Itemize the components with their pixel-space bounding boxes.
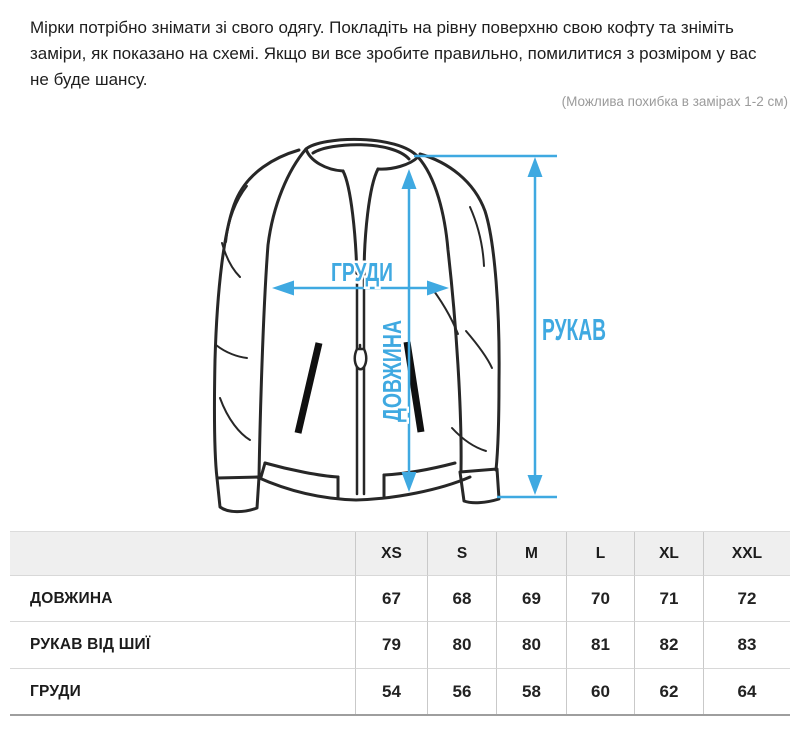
row-label-chest: ГРУДИ xyxy=(10,668,355,714)
row-label-length: ДОВЖИНА xyxy=(10,575,355,621)
jacket-measurement-diagram: ГРУДИ ДОВЖИНА РУКАВ xyxy=(212,137,609,514)
size-value: 79 xyxy=(355,621,427,668)
sleeve-arrowhead-top xyxy=(527,157,543,177)
zipper-pull xyxy=(353,343,368,371)
intro-paragraph: Мірки потрібно знімати зі свого одягу. П… xyxy=(30,18,757,89)
size-value: 80 xyxy=(427,621,496,668)
size-value: 58 xyxy=(496,668,566,714)
sleeve-arrowhead-bottom xyxy=(527,475,543,495)
collar-base-right xyxy=(376,155,420,171)
pocket-slit-left xyxy=(294,342,323,434)
neck-v-left xyxy=(341,169,359,280)
size-table-corner-cell xyxy=(10,532,355,575)
cuff-left xyxy=(215,475,261,514)
collar-inner xyxy=(311,143,411,161)
size-value: 67 xyxy=(355,575,427,621)
size-value: 81 xyxy=(566,621,634,668)
size-value: 83 xyxy=(703,621,790,668)
collar-base-left xyxy=(304,147,345,173)
chest-arrowhead-right xyxy=(427,280,449,296)
accuracy-note: (Можлива похибка в замірах 1-2 см) xyxy=(561,94,788,109)
raglan-sleeve-right xyxy=(416,155,463,472)
hem-top-left xyxy=(263,461,340,479)
collar-outer xyxy=(304,137,420,159)
row-label-sleeve-from-neck: РУКАВ ВІД ШИЇ xyxy=(10,621,355,668)
size-value: 71 xyxy=(634,575,703,621)
column-header-l: L xyxy=(566,532,634,575)
column-header-xs: XS xyxy=(355,532,427,575)
neck-v-right xyxy=(362,167,380,280)
shoulder-sleeve-left xyxy=(212,148,301,480)
shoulder-sleeve-right xyxy=(418,152,501,472)
cuff-right xyxy=(458,467,501,505)
hem-left-edge xyxy=(259,461,267,479)
size-table: XS S M L XL XXL ДОВЖИНА 67 68 69 70 71 7… xyxy=(10,531,790,716)
length-label: ДОВЖИНА xyxy=(377,320,407,422)
hem-top-right xyxy=(382,461,457,477)
raglan-sleeve-left xyxy=(257,147,308,479)
column-header-xxl: XXL xyxy=(703,532,790,575)
size-value: 54 xyxy=(355,668,427,714)
size-value: 56 xyxy=(427,668,496,714)
size-value: 80 xyxy=(496,621,566,668)
column-header-s: S xyxy=(427,532,496,575)
chest-arrowhead-left xyxy=(272,280,294,296)
size-value: 72 xyxy=(703,575,790,621)
sleeve-label: РУКАВ xyxy=(542,312,606,347)
jacket-outline xyxy=(212,137,501,514)
size-value: 82 xyxy=(634,621,703,668)
zipper xyxy=(355,276,366,496)
size-value: 68 xyxy=(427,575,496,621)
size-value: 62 xyxy=(634,668,703,714)
length-arrowhead-bottom xyxy=(401,472,417,492)
column-header-xl: XL xyxy=(634,532,703,575)
length-arrowhead-top xyxy=(401,169,417,189)
size-value: 60 xyxy=(566,668,634,714)
column-header-m: M xyxy=(496,532,566,575)
size-value: 69 xyxy=(496,575,566,621)
hem-bottom xyxy=(255,475,472,502)
chest-label: ГРУДИ xyxy=(331,257,393,287)
size-value: 64 xyxy=(703,668,790,714)
size-value: 70 xyxy=(566,575,634,621)
measurement-arrows xyxy=(272,154,557,499)
